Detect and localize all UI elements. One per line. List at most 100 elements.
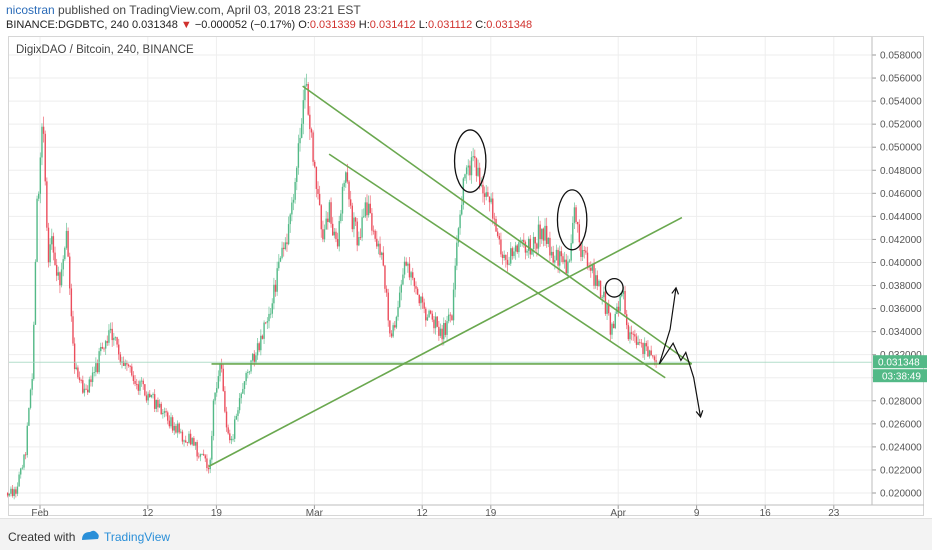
candle-body [562, 256, 564, 263]
candle-body [487, 192, 489, 197]
y-tick-label: 0.022000 [880, 465, 922, 476]
candle-body [568, 260, 571, 262]
candle-body [550, 251, 553, 256]
candle-body [116, 337, 118, 345]
candle-body [630, 332, 633, 334]
candle-body [498, 235, 500, 240]
chart-panel [8, 36, 924, 516]
candle-body [260, 335, 262, 351]
candle-body [135, 383, 138, 385]
last-price-tag-label: 0.031348 [878, 358, 920, 369]
candle-body [420, 296, 422, 304]
candle-body [387, 292, 389, 321]
candle-body [376, 238, 378, 247]
candle-body [580, 242, 582, 257]
candle-body [189, 433, 192, 445]
candle-body [547, 237, 549, 244]
candle-body [131, 366, 133, 376]
candle-body [83, 388, 86, 393]
candle-body [619, 296, 621, 311]
projection-up-arrow [658, 287, 677, 365]
candle-body [204, 455, 206, 459]
candle-body [49, 244, 51, 263]
candle-body [560, 251, 563, 257]
candle-body [410, 272, 412, 278]
candle-body [23, 454, 25, 468]
candle-body [126, 363, 128, 365]
candle-body [165, 411, 167, 413]
candle-body [163, 411, 166, 413]
candle-body [503, 255, 505, 258]
candle-body [572, 222, 574, 244]
price-chart[interactable]: 0.020000 0.022000 0.024000 0.026000 0.028000… [0, 0, 932, 518]
highlight-circle [556, 189, 588, 251]
projection-down-arrow-arrowhead [695, 410, 704, 419]
candle-body [20, 468, 22, 475]
x-tick-label: Mar [306, 508, 324, 518]
candle-body [483, 193, 486, 197]
candle-body [42, 126, 45, 134]
candle-body [338, 221, 340, 247]
candle-body [464, 174, 466, 179]
candle-body [634, 334, 636, 337]
candle-body [300, 123, 303, 138]
candle-body [318, 193, 321, 206]
candle-body [531, 248, 533, 255]
candle-body [500, 239, 502, 255]
candle-body [106, 341, 108, 343]
tradingview-link[interactable]: TradingView [104, 530, 171, 544]
candle-body [542, 228, 545, 241]
candle-body [397, 307, 399, 317]
candle-body [353, 217, 355, 230]
price-axis: 0.020000 0.022000 0.024000 0.026000 0.028000… [871, 37, 922, 505]
candle-body [452, 289, 455, 321]
candle-body [281, 247, 283, 258]
candle-body [93, 372, 95, 373]
candle-body [377, 243, 380, 247]
candle-body [113, 337, 115, 341]
candle-body [150, 394, 153, 398]
candle-body [346, 172, 349, 182]
candle-body [98, 351, 100, 373]
high-label: H: [358, 19, 370, 31]
candle-body [90, 379, 92, 383]
candle-body [18, 474, 20, 487]
y-tick-label: 0.056000 [880, 74, 922, 85]
candle-body [85, 388, 87, 390]
y-tick-label: 0.028000 [880, 396, 922, 407]
candle-body [443, 322, 445, 340]
candle-body [269, 313, 272, 315]
candle-body [103, 348, 105, 350]
time-axis: Feb 12 19 Mar 12 19 Apr 9 16 23 [9, 504, 924, 518]
candle-body [111, 328, 113, 341]
candle-body [129, 366, 131, 367]
candle-body [212, 400, 215, 436]
candle-body [447, 314, 450, 322]
candle-body [307, 84, 309, 115]
candle-body [214, 392, 216, 401]
candle-body [446, 321, 448, 335]
price-tags: 0.031348 03:38:49 [873, 355, 927, 383]
candle-body [475, 158, 478, 176]
candle-body [240, 393, 242, 399]
candle-body [598, 280, 600, 287]
author-link[interactable]: nicostran [6, 3, 55, 17]
candle-body [266, 321, 269, 323]
candle-body [371, 213, 373, 231]
last-price-tag [873, 355, 927, 369]
candle-body [591, 263, 594, 271]
candle-body [356, 221, 358, 246]
candle-body [291, 202, 293, 215]
candle-body [601, 297, 603, 299]
candle-body [96, 363, 99, 373]
candle-body [478, 167, 481, 186]
x-tick-label: 12 [142, 508, 154, 518]
candle-body [100, 346, 102, 352]
candle-body [333, 231, 336, 236]
candle-body [529, 238, 532, 255]
x-tick-label: 9 [694, 508, 700, 518]
candle-body [394, 325, 396, 328]
candle-body [544, 225, 546, 241]
candle-body [314, 161, 316, 167]
candle-body [173, 425, 175, 431]
